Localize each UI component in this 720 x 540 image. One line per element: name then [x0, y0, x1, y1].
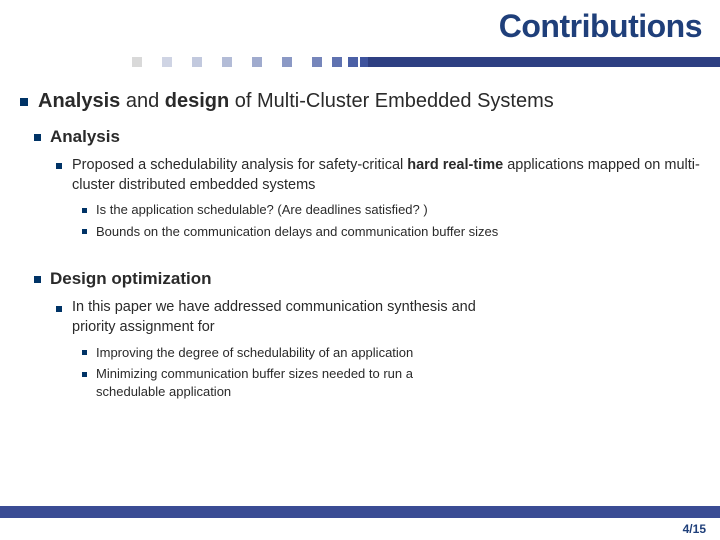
bullet-analysis-s1-text: Is the application schedulable? (Are dea… [96, 202, 428, 217]
bullet-design-p1-text: In this paper we have addressed communic… [72, 299, 476, 335]
footer-bar [0, 506, 720, 518]
divider-square [192, 57, 202, 67]
bullet-design-s2-text: Minimizing communication buffer sizes ne… [96, 366, 413, 399]
bullet-design-label: Design optimization [50, 269, 212, 288]
bullet-design-s1-text: Improving the degree of schedulability o… [96, 345, 413, 360]
bullet-design-s2: Minimizing communication buffer sizes ne… [82, 365, 442, 400]
page-current: 4 [683, 522, 690, 536]
divider-square [132, 57, 142, 67]
divider-square [162, 57, 172, 67]
bullet-design: Design optimization [34, 268, 700, 290]
divider-square [312, 57, 322, 67]
bullet-analysis-s2-text: Bounds on the communication delays and c… [96, 224, 498, 239]
divider-square [222, 57, 232, 67]
divider-square [282, 57, 292, 67]
bullet-design-s1: Improving the degree of schedulability o… [82, 344, 700, 362]
page-number: 4/15 [683, 522, 706, 536]
divider-square [332, 57, 342, 67]
spacer [20, 244, 700, 268]
bullet-analysis-p1: Proposed a schedulability analysis for s… [56, 156, 700, 195]
bullet-design-p1: In this paper we have addressed communic… [56, 298, 496, 337]
page-total: 15 [693, 522, 706, 536]
slide-content: Analysis and design of Multi-Cluster Emb… [20, 88, 700, 404]
bullet-analysis-label: Analysis [50, 127, 120, 146]
slide-title: Contributions [499, 8, 702, 45]
divider-square [348, 57, 358, 67]
bullet-analysis: Analysis [34, 126, 700, 148]
bullet-analysis-s2: Bounds on the communication delays and c… [82, 223, 700, 241]
bullet-analysis-p1-text: Proposed a schedulability analysis for s… [72, 157, 700, 193]
bullet-main: Analysis and design of Multi-Cluster Emb… [20, 88, 700, 114]
bullet-analysis-s1: Is the application schedulable? (Are dea… [82, 201, 700, 219]
divider-bar [368, 57, 720, 67]
title-divider [0, 52, 720, 72]
bullet-main-text: Analysis and design of Multi-Cluster Emb… [38, 90, 554, 112]
divider-square [252, 57, 262, 67]
